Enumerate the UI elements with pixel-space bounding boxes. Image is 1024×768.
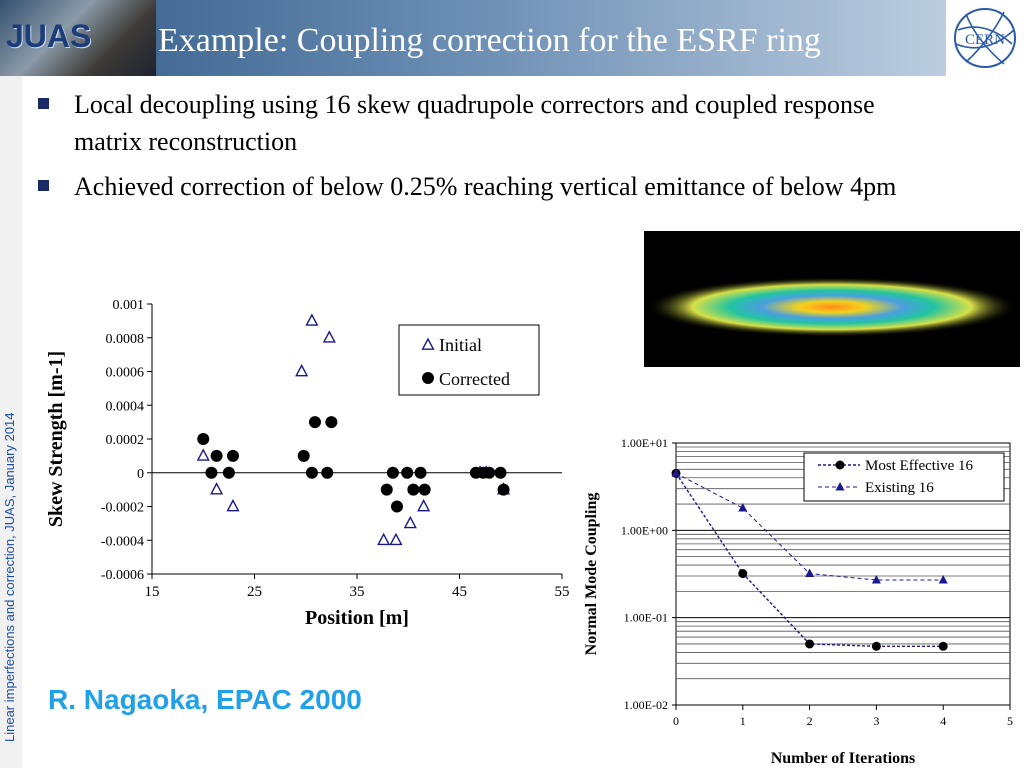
slide-title: Example: Coupling correction for the ESR… [158,22,821,59]
corrected-point [401,466,414,479]
y-tick-label: 0.0002 [106,433,145,448]
x-tick-label: 5 [1007,714,1013,728]
x-tick-label: 1 [740,714,746,728]
slide-header: JUAS Example: Coupling correction for th… [0,0,1024,76]
legend-initial-label: Initial [439,335,482,355]
corrected-point [321,466,334,479]
corrected-point [325,416,338,429]
sidebar-strip [0,76,22,768]
cern-logo-text: CERN [965,32,1005,48]
initial-point [295,364,309,377]
x-tick-label: 55 [555,584,570,600]
x-axis-label: Number of Iterations [771,750,916,767]
corrected-point [494,466,507,479]
x-tick-label: 2 [807,714,813,728]
cern-logo: CERN [946,0,1024,76]
corrected-point [226,449,239,462]
corrected-point [414,466,427,479]
x-tick-label: 0 [673,714,679,728]
x-tick-label: 15 [145,584,160,600]
corrected-point [210,449,223,462]
bullet-item: Achieved correction of below 0.25% reach… [38,168,938,205]
x-tick-label: 25 [247,584,262,600]
beam-profile-image [644,231,1020,367]
y-tick-label: -0.0006 [101,568,144,583]
initial-point [389,532,403,546]
y-tick-label: 1.00E-02 [624,698,668,712]
y-tick-label: 0.0004 [106,399,145,414]
corrected-point [497,483,510,496]
legend-box [803,452,1005,502]
y-axis-label: Skew Strength [m-1] [45,351,67,527]
initial-point [210,482,224,495]
legend-most-effective-marker [835,460,845,470]
y-tick-label: -0.0004 [101,534,144,549]
y-tick-label: 0.001 [113,298,145,313]
x-tick-label: 3 [873,714,879,728]
initial-point [196,448,210,461]
x-axis-label: Position [m] [305,607,409,629]
y-tick-label: 1.00E+01 [621,436,668,450]
corrected-point [390,500,403,513]
most-effective-point [805,639,815,649]
cern-logo-icon: CERN [954,8,1016,68]
y-tick-label: 0.0006 [106,366,145,381]
legend-most-effective-label: Most Effective 16 [865,458,974,474]
corrected-point [297,449,310,462]
existing-point [805,568,815,578]
initial-point [322,330,336,343]
y-tick-label: 0.0008 [106,332,145,347]
sidebar-caption: Linear imperfections and correction, JUA… [2,412,17,742]
legend-existing-label: Existing 16 [865,480,934,496]
skew-strength-chart: 0.001 0.0008 0.0006 0.0004 0.0002 0 -0.0002 -0.… [45,298,570,629]
corrected-point [205,466,218,479]
corrected-point [407,483,420,496]
corrected-point [222,466,235,479]
x-tick-label: 45 [452,584,467,600]
credit-text: R. Nagaoka, EPAC 2000 [48,684,362,715]
existing-point [671,468,681,477]
juas-logo: JUAS [0,0,156,76]
x-tick-label: 4 [940,714,946,728]
legend-initial-marker [421,337,435,350]
initial-point [417,499,431,512]
coupling-chart: 1.00E+01 1.00E+00 1.00E-01 1.00E-02 0 1 2 3 4 5 Nu… [583,436,1013,767]
legend-corrected-marker [422,372,434,384]
corrected-point [483,466,496,479]
legend-corrected-label: Corrected [439,369,510,389]
initial-point [305,313,319,326]
corrected-point [197,433,210,445]
most-effective-point [871,641,881,651]
y-tick-label: 0 [137,467,144,482]
existing-point [871,574,881,584]
corrected-point [308,416,321,429]
initial-point [226,499,240,512]
legend-existing-marker [835,482,845,491]
most-effective-point [938,641,948,651]
existing-point [738,503,748,512]
juas-logo-text: JUAS [6,18,92,54]
corrected-point [380,483,393,496]
bullet-list: Local decoupling using 16 skew quadrupol… [38,86,938,213]
legend-box [398,324,540,396]
y-tick-label: 1.00E+00 [621,523,668,537]
y-tick-label: 1.00E-01 [624,611,668,625]
corrected-point [386,466,399,479]
y-tick-label: -0.0002 [101,501,144,516]
x-tick-label: 35 [350,584,365,600]
existing-point [938,574,948,584]
corrected-point [305,466,318,479]
y-axis-label: Normal Mode Coupling [583,493,600,656]
bullet-item: Local decoupling using 16 skew quadrupol… [38,86,938,160]
initial-point [403,515,417,529]
most-effective-point [738,569,748,579]
corrected-point [418,483,431,496]
initial-point [377,532,391,546]
